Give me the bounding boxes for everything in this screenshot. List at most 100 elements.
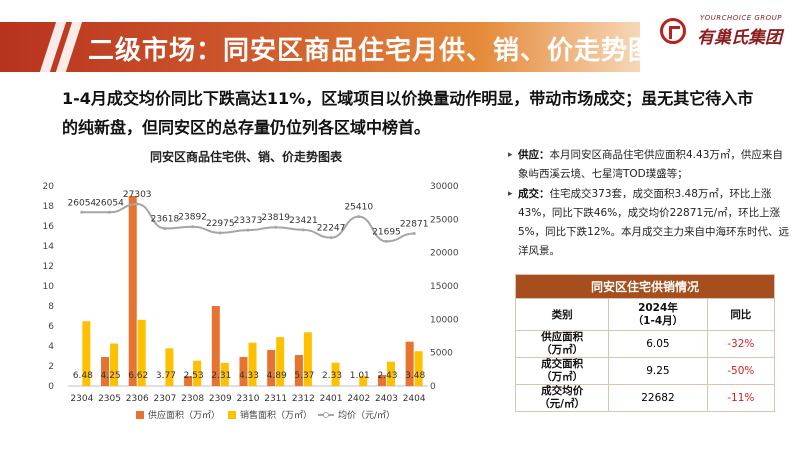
sales-data-label: 4.25 [101, 371, 121, 381]
y-left-tick-label: 12 [43, 262, 54, 272]
header: 二级市场：同安区商品住宅月供、销、价走势图表 YOURCHOICE GROUP … [0, 12, 798, 74]
table-header: 2024年 （1-4月） [608, 298, 708, 331]
price-point [191, 225, 195, 229]
table-header: 同比 [706, 298, 776, 331]
y-left-tick-label: 8 [48, 302, 54, 312]
price-data-label: 25410 [344, 203, 373, 213]
sales-bar [331, 362, 340, 386]
header-bar [0, 22, 640, 72]
price-data-label: 22247 [317, 224, 346, 234]
note-text: 住宅成交373套，成交面积3.48万㎡，环比上涨43%，同比下跌46%，成交均价… [518, 188, 789, 257]
x-tick-label: 2312 [292, 394, 315, 404]
price-data-label: 22975 [206, 219, 235, 229]
x-tick-label: 2310 [237, 394, 260, 404]
y-right-tick-label: 5000 [430, 349, 453, 359]
note-supply: 供应：本月同安区商品住宅供应面积4.43万㎡，供应来自象屿西溪云境、七星湾TOD… [508, 146, 790, 184]
sales-data-label: 4.89 [267, 371, 287, 381]
supply-bar [239, 357, 248, 386]
legend-supply-swatch [136, 411, 144, 419]
y-right-tick-label: 0 [430, 382, 436, 392]
note-text: 本月同安区商品住宅供应面积4.43万㎡，供应来自象屿西溪云境、七星湾TOD璞盛等… [518, 149, 783, 180]
x-tick-label: 2307 [153, 394, 176, 404]
sales-bar [276, 337, 285, 386]
table-cell-label: 成交面积 （万㎡） [514, 357, 610, 385]
sales-data-label: 5.37 [294, 371, 314, 381]
legend-supply-label: 供应面积（万㎡） [148, 409, 220, 421]
x-tick-label: 2305 [98, 394, 121, 404]
price-point [357, 215, 361, 219]
table-row: 成交面积 （万㎡） 9.25 -50% [514, 357, 776, 385]
price-point [163, 227, 167, 231]
notes: 供应：本月同安区商品住宅供应面积4.43万㎡，供应来自象屿西溪云境、七星湾TOD… [508, 146, 790, 262]
x-tick-label: 2306 [126, 394, 149, 404]
sales-data-label: 2.43 [377, 371, 397, 381]
table-cell-value: 9.25 [608, 357, 708, 385]
sales-data-label: 1.01 [350, 371, 370, 381]
price-point [108, 210, 112, 214]
supply-bar [405, 341, 414, 386]
sales-data-label: 3.48 [405, 371, 425, 381]
sales-bar [82, 321, 91, 386]
price-point [80, 210, 84, 214]
sales-bar [165, 348, 174, 386]
table-header: 类别 [514, 298, 610, 331]
x-tick-label: 2308 [181, 394, 204, 404]
price-data-label: 26054 [95, 198, 124, 208]
sales-bar [414, 351, 423, 386]
chart-title: 同安区商品住宅供、销、价走势图表 [150, 150, 343, 164]
y-right-tick-label: 30000 [430, 182, 459, 192]
sales-data-label: 6.62 [128, 371, 148, 381]
table-row: 供应面积 （万㎡） 6.05 -32% [514, 330, 776, 358]
supply-bar [101, 357, 110, 386]
summary-text: 1-4月成交均价同比下跌高达11%，区域项目以价换量动作明显，带动市场成交；虽无… [62, 89, 754, 137]
logo-cn: 有巢氏集团 [697, 28, 782, 48]
price-data-label: 27303 [123, 190, 152, 200]
table-caption: 同安区住宅供销情况 [515, 274, 775, 299]
table-cell-label: 供应面积 （万㎡） [514, 330, 610, 358]
y-left-tick-label: 14 [43, 242, 55, 252]
supply-bar [128, 196, 137, 386]
table-cell-label: 成交均价 （元/㎡） [514, 384, 610, 412]
price-point [384, 239, 388, 243]
y-right-tick-label: 25000 [430, 215, 459, 225]
price-point [301, 228, 305, 232]
sales-bar [137, 319, 146, 386]
x-tick-label: 2402 [347, 394, 370, 404]
x-tick-label: 2311 [264, 394, 287, 404]
price-data-label: 23421 [289, 216, 318, 226]
supply-bar [377, 375, 386, 386]
sales-bar [359, 375, 368, 386]
price-point [135, 202, 139, 206]
y-left-tick-label: 16 [43, 222, 55, 232]
note-label: 成交： [518, 188, 550, 200]
y-left-tick-label: 10 [43, 282, 55, 292]
sales-bar [110, 343, 119, 386]
sales-data-label: 2.53 [184, 371, 204, 381]
table-cell-value: 6.05 [608, 330, 708, 358]
sales-bar [386, 361, 395, 386]
note-label: 供应： [518, 149, 550, 161]
table-cell-yoy: -50% [706, 357, 776, 385]
x-tick-label: 2304 [70, 394, 93, 404]
page-title: 二级市场：同安区商品住宅月供、销、价走势图表 [88, 36, 683, 66]
price-data-label: 23373 [234, 216, 263, 226]
note-deal: 成交：住宅成交373套，成交面积3.48万㎡，环比上涨43%，同比下跌46%，成… [508, 185, 790, 261]
legend-price-label: 均价（元/㎡） [338, 409, 395, 421]
sales-data-label: 3.77 [156, 371, 176, 381]
y-left-tick-label: 20 [43, 182, 55, 192]
sales-bar [303, 332, 312, 386]
legend-sales-swatch [228, 411, 236, 419]
sales-data-label: 2.33 [322, 371, 342, 381]
price-point [218, 231, 222, 235]
y-left-tick-label: 6 [48, 322, 54, 332]
table-row: 成交均价 （元/㎡） 22682 -11% [514, 384, 776, 412]
price-data-label: 23819 [261, 213, 290, 223]
legend-price-marker [323, 412, 329, 418]
logo: YOURCHOICE GROUP 有巢氏集团 [648, 12, 788, 52]
supply-bar [294, 355, 303, 386]
x-tick-label: 2401 [320, 394, 343, 404]
y-right-tick-label: 10000 [430, 315, 459, 325]
legend-sales-label: 销售面积（万㎡） [240, 409, 312, 421]
sales-data-label: 6.48 [73, 371, 93, 381]
price-data-label: 26054 [68, 198, 97, 208]
